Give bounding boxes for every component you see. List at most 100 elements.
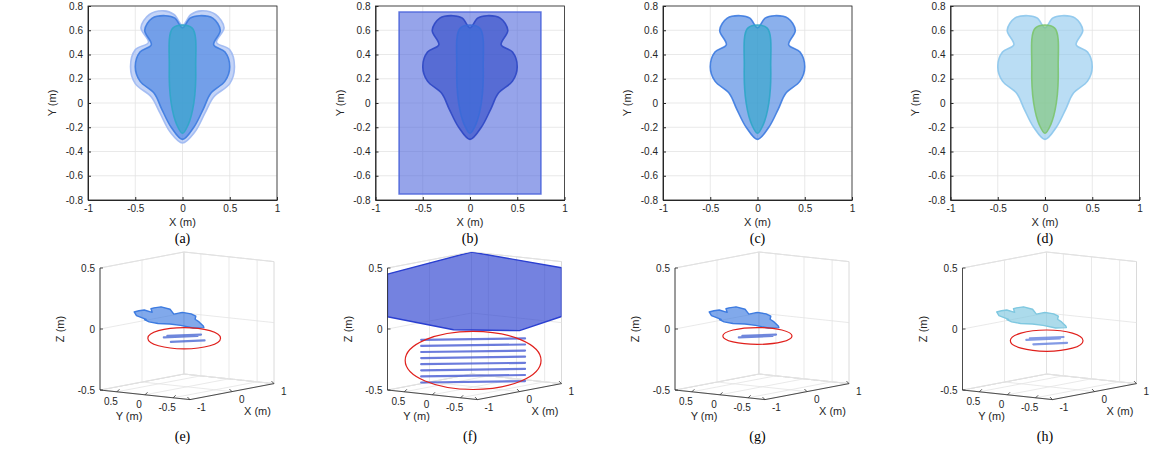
tick: -0.8	[641, 195, 666, 206]
tick: 0	[180, 197, 186, 214]
grid-line	[963, 252, 1047, 268]
tick-label: 0.5	[679, 396, 693, 407]
grid-line	[88, 175, 277, 176]
tick-mark	[117, 389, 120, 392]
panel-label: (g)	[749, 429, 766, 445]
tick: -0.8	[66, 195, 91, 206]
tick-label: 0	[952, 324, 958, 335]
tick-mark	[951, 200, 954, 201]
tick-label: 0	[239, 394, 245, 405]
x-axis-line	[1053, 384, 1137, 400]
tick-mark	[951, 176, 954, 177]
tick-label: 1	[275, 203, 281, 214]
tick-label: 0	[527, 394, 533, 405]
tick-mark	[88, 30, 91, 31]
tick-label: 0	[424, 399, 430, 410]
tick-mark	[388, 268, 391, 269]
panel: -0.500.5-0.500.5-101Z (m)Y (m)X (m)(g)	[629, 252, 862, 445]
panel: -0.500.5-0.500.5-101Z (m)Y (m)X (m)(e)	[54, 252, 287, 445]
tick-label: 0.5	[104, 396, 118, 407]
tick-mark	[88, 103, 91, 104]
tick: 0.5	[511, 197, 525, 214]
plot-frame	[951, 6, 1140, 200]
panel: -1-0.500.51-0.8-0.6-0.4-0.200.20.40.60.8…	[621, 1, 856, 247]
volume-area	[135, 16, 230, 140]
z-axis-title: Z (m)	[342, 316, 354, 342]
tick-mark	[1134, 381, 1137, 384]
tick-mark	[951, 152, 954, 153]
tick-mark	[188, 397, 191, 400]
tick-label: -0.2	[66, 122, 84, 133]
tick-label: 0	[377, 324, 383, 335]
grid-line	[100, 252, 184, 268]
tick: -0.5	[702, 197, 720, 214]
plot-frame	[88, 6, 277, 200]
volume-area	[710, 16, 805, 140]
data-layer	[709, 307, 779, 338]
tick-mark	[847, 381, 850, 384]
side-wall	[1047, 252, 1137, 384]
tick-label: -0.2	[641, 122, 659, 133]
tick-mark	[805, 197, 806, 200]
tick-label: 0	[180, 203, 186, 214]
tick-label: -0.4	[928, 146, 946, 157]
plot-background	[951, 6, 1140, 200]
tick: 0	[365, 98, 379, 109]
tick-label: -0.5	[653, 385, 671, 396]
tick: 0.2	[932, 73, 954, 84]
tick-mark	[376, 55, 379, 56]
grid-line	[1008, 379, 1092, 395]
tick-label: -1	[659, 203, 668, 214]
grid-line	[663, 175, 852, 176]
tick: 0.5	[223, 197, 237, 214]
tick-label: -0.8	[66, 195, 84, 206]
tick: -0.4	[928, 146, 953, 157]
x-axis-line	[376, 200, 565, 201]
tick-mark	[852, 197, 853, 200]
tick-mark	[470, 197, 471, 200]
tick-mark	[1036, 395, 1039, 398]
tick-label: -0.5	[734, 402, 752, 413]
tick-label: 0.4	[357, 49, 371, 60]
grid-line	[692, 376, 776, 392]
panel-label: (e)	[175, 429, 191, 445]
tick-mark	[565, 197, 566, 200]
tick: 1	[275, 197, 281, 214]
x-axis-line	[951, 200, 1140, 201]
grid-line	[663, 151, 852, 152]
grid-line	[979, 376, 1063, 392]
tick-label: 0.4	[69, 49, 83, 60]
y-axis-title: Y (m)	[978, 410, 1005, 422]
tick-mark	[1050, 397, 1053, 400]
tick-mark	[376, 79, 379, 80]
grid	[100, 252, 274, 400]
tick-label: -1	[485, 402, 494, 413]
tick-mark	[675, 329, 678, 330]
tick-mark	[951, 103, 954, 104]
tick-label: 0	[1043, 203, 1049, 214]
highlight-ellipse	[148, 328, 221, 349]
grid-line	[1047, 252, 1137, 262]
z-axis-title: Z (m)	[629, 316, 641, 342]
tick: -0.4	[66, 146, 91, 157]
tick-label: -0.4	[641, 146, 659, 157]
tick-mark	[145, 392, 148, 395]
tick: 0.6	[644, 25, 666, 36]
tick-mark	[663, 200, 666, 201]
panel: -1-0.500.51-0.8-0.6-0.4-0.200.20.40.60.8…	[334, 1, 569, 247]
grid-line	[184, 374, 274, 384]
tick-label: 0	[89, 324, 95, 335]
tick-label: -0.6	[353, 170, 371, 181]
tick-label: 0.8	[932, 1, 946, 12]
tick-label: -0.5	[990, 203, 1008, 214]
y-axis: -0.8-0.6-0.4-0.200.20.40.60.8	[66, 1, 91, 206]
tick-mark	[88, 152, 91, 153]
tick-mark	[272, 381, 275, 384]
panel-label: (h)	[1037, 429, 1054, 445]
grid-line	[88, 151, 277, 152]
tick: 0.5	[1086, 197, 1100, 214]
tick-label: 0.6	[644, 25, 658, 36]
panel-label: (b)	[462, 231, 479, 247]
tick-mark	[88, 55, 91, 56]
tick-label: -0.5	[1021, 402, 1039, 413]
